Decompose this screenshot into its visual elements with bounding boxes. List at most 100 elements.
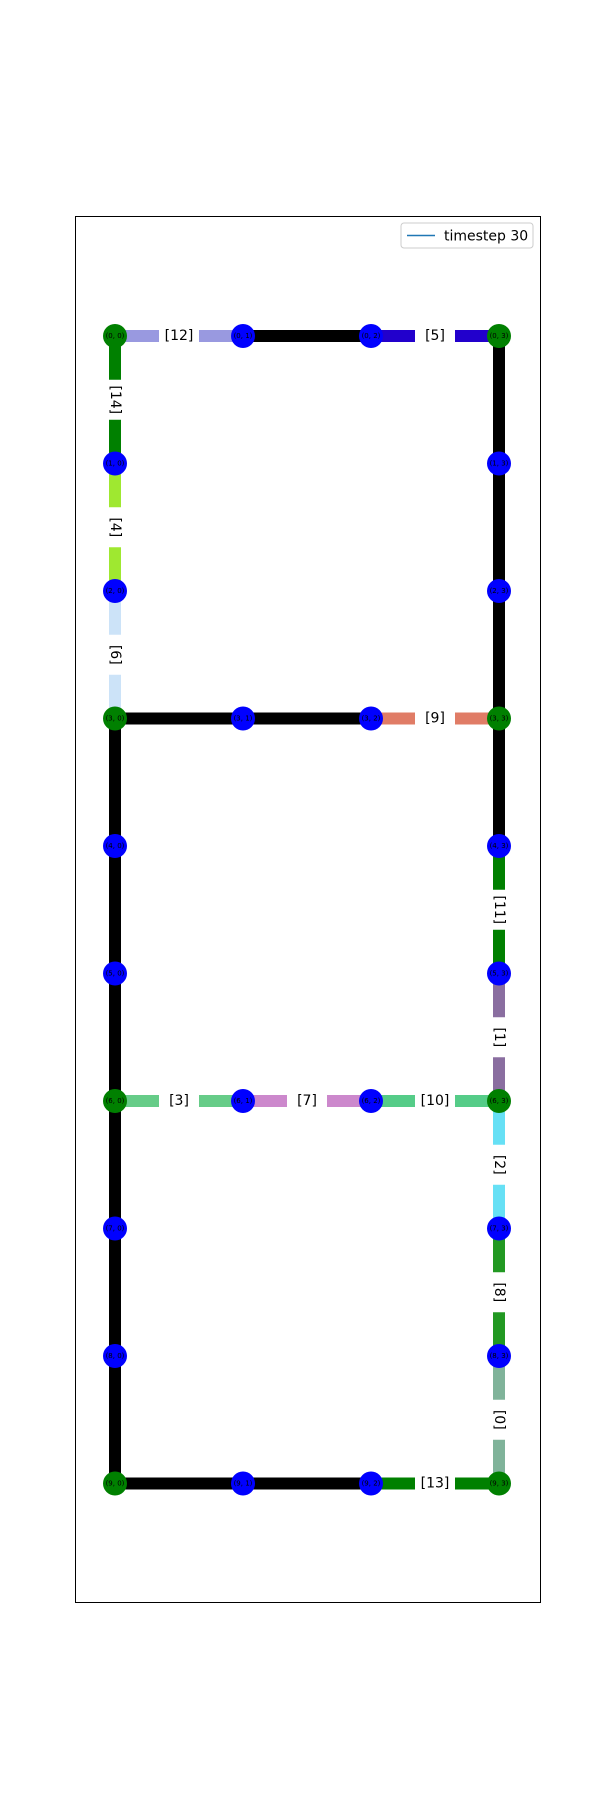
node-label: (6, 2)	[362, 1097, 381, 1105]
node-circle	[487, 834, 511, 858]
node-circle	[231, 324, 255, 348]
node-circle	[487, 1089, 511, 1113]
edge-label-group-0: [12]	[159, 328, 199, 344]
edge-label: [10]	[421, 1093, 450, 1109]
node-circle	[231, 1089, 255, 1113]
node-label: (1, 0)	[106, 460, 125, 468]
graph-node: (4, 0)	[103, 834, 127, 858]
node-label: (8, 3)	[490, 1352, 509, 1360]
graph-node: (6, 0)	[103, 1089, 127, 1113]
edge-label-group-26: [0]	[491, 1399, 507, 1440]
graph-node: (3, 0)	[103, 706, 127, 731]
node-label: (9, 1)	[234, 1480, 253, 1488]
graph-node: (6, 2)	[359, 1089, 383, 1113]
node-circle	[359, 706, 383, 731]
node-label: (9, 0)	[106, 1480, 125, 1488]
legend: timestep 30	[400, 222, 534, 249]
edge-label-group-17: [1]	[491, 1017, 507, 1058]
node-label: (4, 3)	[490, 842, 509, 850]
node-circle	[359, 1471, 383, 1496]
node-label: (5, 3)	[490, 970, 509, 978]
edge-label: [3]	[169, 1093, 189, 1109]
node-circle	[487, 1471, 511, 1496]
edge-label-bg	[287, 1093, 327, 1109]
edge-label-group-18: [3]	[159, 1093, 199, 1109]
edge-label-group-11: [9]	[415, 710, 455, 727]
edge-label-group-2: [5]	[415, 328, 455, 344]
edge-label-bg	[415, 710, 455, 727]
graph-node: (9, 2)	[359, 1471, 383, 1496]
graph-node: (0, 1)	[231, 324, 255, 348]
edge-label: [8]	[491, 1282, 507, 1302]
graph-node: (7, 0)	[103, 1216, 127, 1241]
edge-label-bg	[107, 379, 123, 420]
node-label: (6, 1)	[234, 1097, 253, 1105]
edge-label-bg	[491, 1017, 507, 1058]
node-circle	[359, 324, 383, 348]
node-circle	[103, 451, 127, 476]
edge-label-bg	[415, 1093, 455, 1109]
edge-label: [4]	[107, 517, 123, 537]
node-label: (1, 3)	[490, 460, 509, 468]
edge-labels-layer: [12] [5] [14] [4] [6] [9] [11] [1] [3] [7] [10] [2]…	[107, 328, 507, 1492]
edge-label-group-20: [10]	[415, 1093, 455, 1109]
legend-label: timestep 30	[444, 229, 528, 245]
edge-label-group-4: [4]	[107, 507, 123, 548]
graph-node: (8, 3)	[487, 1344, 511, 1368]
node-label: (7, 3)	[490, 1225, 509, 1233]
graph-node: (9, 0)	[103, 1471, 127, 1496]
node-circle	[487, 961, 511, 986]
node-label: (5, 0)	[106, 970, 125, 978]
graph-node: (9, 3)	[487, 1471, 511, 1496]
node-label: (9, 3)	[490, 1480, 509, 1488]
edges-layer	[109, 330, 505, 1490]
legend-box	[400, 222, 534, 249]
node-circle	[103, 834, 127, 858]
node-label: (4, 0)	[106, 842, 125, 850]
node-label: (0, 2)	[362, 332, 381, 340]
graph-node: (8, 0)	[103, 1344, 127, 1368]
node-label: (3, 1)	[234, 715, 253, 723]
edge-label-bg	[491, 1399, 507, 1440]
graph-node: (1, 0)	[103, 451, 127, 476]
edge-label-bg	[415, 1475, 455, 1492]
node-circle	[487, 324, 511, 348]
graph-node: (0, 2)	[359, 324, 383, 348]
graph-node: (0, 0)	[103, 324, 127, 348]
edge-label: [11]	[491, 895, 507, 924]
graph-node: (2, 0)	[103, 579, 127, 603]
graph-node: (3, 2)	[359, 706, 383, 731]
edge-label: [12]	[165, 328, 194, 344]
edge-label-bg	[107, 507, 123, 548]
node-circle	[359, 1089, 383, 1113]
node-circle	[487, 1344, 511, 1368]
edge-label: [5]	[425, 328, 445, 344]
edge-label-group-16: [11]	[491, 889, 507, 930]
node-circle	[103, 324, 127, 348]
edge-label: [14]	[107, 385, 123, 414]
graph-node: (3, 3)	[487, 706, 511, 731]
nodes-layer: (0, 0) (0, 1) (0, 2) (0, 3) (1, 0) (1, 3) (2, …	[103, 324, 511, 1496]
node-circle	[487, 579, 511, 603]
edge-label-bg	[491, 1144, 507, 1185]
edge-label: [2]	[491, 1155, 507, 1175]
node-circle	[487, 451, 511, 476]
node-label: (3, 0)	[106, 715, 125, 723]
node-circle	[103, 1344, 127, 1368]
node-label: (0, 1)	[234, 332, 253, 340]
graph-node: (6, 3)	[487, 1089, 511, 1113]
edge-label-group-24: [2]	[491, 1144, 507, 1185]
node-label: (0, 3)	[490, 332, 509, 340]
node-circle	[487, 1216, 511, 1241]
edge-label-group-19: [7]	[287, 1093, 327, 1109]
graph-node: (2, 3)	[487, 579, 511, 603]
node-circle	[231, 1471, 255, 1496]
edge-label-bg	[491, 1272, 507, 1313]
node-circle	[103, 1089, 127, 1113]
edge-label-group-3: [14]	[107, 379, 123, 420]
graph-node: (9, 1)	[231, 1471, 255, 1496]
node-circle	[103, 1216, 127, 1241]
node-label: (3, 2)	[362, 715, 381, 723]
edge-label: [9]	[425, 711, 445, 727]
